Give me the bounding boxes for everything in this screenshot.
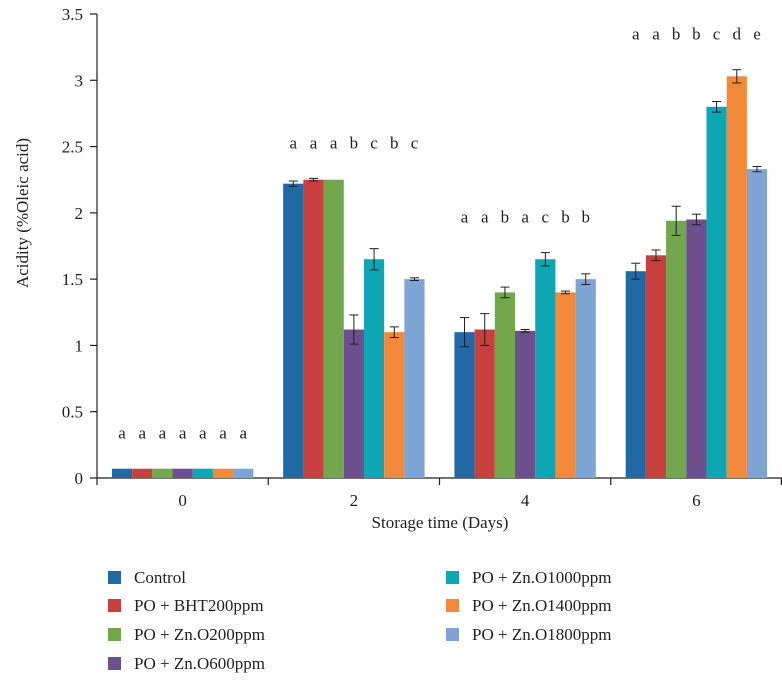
legend-item: PO + BHT200ppm — [108, 596, 264, 615]
bar — [575, 279, 596, 478]
axes: 0 0.5 1 1.5 2 2.5 3 3.5 0 2 4 6 — [62, 5, 782, 510]
significance-letter: c — [411, 133, 419, 152]
significance-letter: a — [138, 424, 146, 443]
significance-letter: a — [159, 424, 167, 443]
significance-letter: a — [290, 133, 298, 152]
x-tick-label: 2 — [350, 491, 359, 510]
y-tick-label: 0 — [75, 469, 84, 488]
significance-letter: a — [118, 424, 126, 443]
bar — [645, 255, 667, 478]
bar — [323, 179, 344, 478]
significance-letter: a — [461, 208, 469, 227]
legend-label: PO + Zn.O1800ppm — [472, 625, 611, 644]
y-axis-title: Acidity (%Oleic acid) — [13, 138, 32, 288]
legend-swatch — [108, 571, 121, 584]
bar — [706, 106, 727, 479]
significance-letter: a — [310, 133, 318, 152]
significance-letter: a — [330, 133, 338, 152]
legend-swatch — [446, 599, 459, 612]
bar — [152, 468, 173, 478]
significance-letter: b — [561, 208, 570, 227]
bar — [363, 259, 385, 478]
legend-item: PO + Zn.O1800ppm — [446, 625, 611, 644]
bar — [625, 271, 646, 478]
bar — [192, 468, 213, 478]
significance-letter: b — [501, 208, 510, 227]
legend-label: PO + Zn.O200ppm — [134, 625, 265, 644]
legend-label: PO + Zn.O1400ppm — [472, 596, 611, 615]
significance-letter: a — [632, 25, 640, 44]
x-tick-label: 6 — [692, 491, 701, 510]
significance-letter: c — [542, 208, 550, 227]
legend-swatch — [446, 628, 459, 641]
significance-letter: a — [199, 424, 207, 443]
bar — [535, 259, 556, 478]
y-tick-label: 0.5 — [62, 403, 83, 422]
x-tick-label: 0 — [178, 491, 187, 510]
bar — [212, 468, 234, 478]
x-axis-title: Storage time (Days) — [372, 513, 509, 532]
legend-swatch — [108, 657, 121, 670]
significance-letters: a a a a a a aa a a b c b ca a b a c b ba a b b c d e — [118, 25, 760, 443]
bar — [303, 179, 324, 478]
bar — [746, 169, 768, 478]
legend-label: PO + BHT200ppm — [134, 596, 264, 615]
significance-letter: a — [239, 424, 247, 443]
bar — [384, 332, 405, 478]
bar — [132, 468, 153, 478]
legend-item: PO + Zn.O600ppm — [108, 654, 265, 673]
bar — [172, 468, 193, 478]
y-tick-label: 1 — [75, 336, 84, 355]
y-tick-label: 2 — [75, 204, 84, 223]
legend-item: PO + Zn.O1000ppm — [446, 568, 611, 587]
significance-letter: c — [713, 25, 721, 44]
y-tick-label: 3 — [75, 71, 84, 90]
legend-swatch — [108, 628, 121, 641]
legend-item: PO + Zn.O200ppm — [108, 625, 265, 644]
bar — [404, 279, 425, 478]
legend: Control PO + BHT200ppm PO + Zn.O200ppm PO +… — [108, 568, 611, 673]
significance-letter: d — [733, 25, 742, 44]
bars — [111, 69, 768, 479]
y-tick-label: 1.5 — [62, 270, 83, 289]
bar — [515, 330, 536, 478]
legend-label: Control — [134, 568, 186, 587]
significance-letter: b — [672, 25, 681, 44]
significance-letter: e — [753, 25, 761, 44]
legend-item: PO + Zn.O1400ppm — [446, 596, 611, 615]
significance-letter: b — [581, 208, 590, 227]
bar — [474, 329, 495, 478]
significance-letter: b — [692, 25, 701, 44]
significance-letter: b — [350, 133, 359, 152]
legend-swatch — [108, 599, 121, 612]
significance-letter: a — [652, 25, 660, 44]
bar — [666, 220, 687, 478]
legend-item: Control — [108, 568, 186, 587]
bar — [686, 219, 707, 478]
bar — [454, 332, 475, 478]
legend-label: PO + Zn.O600ppm — [134, 654, 265, 673]
bar — [111, 468, 133, 478]
bar — [283, 183, 304, 479]
significance-letter: c — [370, 133, 378, 152]
legend-label: PO + Zn.O1000ppm — [472, 568, 611, 587]
bar — [343, 329, 364, 478]
y-tick-label: 3.5 — [62, 5, 83, 24]
bar — [494, 292, 516, 478]
legend-swatch — [446, 571, 459, 584]
significance-letter: a — [481, 208, 489, 227]
significance-letter: a — [219, 424, 227, 443]
significance-letter: b — [390, 133, 399, 152]
bar — [555, 292, 576, 478]
bar — [726, 76, 747, 479]
y-tick-label: 2.5 — [62, 138, 83, 157]
significance-letter: a — [179, 424, 187, 443]
x-tick-label: 4 — [521, 491, 530, 510]
bar — [233, 468, 254, 478]
significance-letter: a — [521, 208, 529, 227]
